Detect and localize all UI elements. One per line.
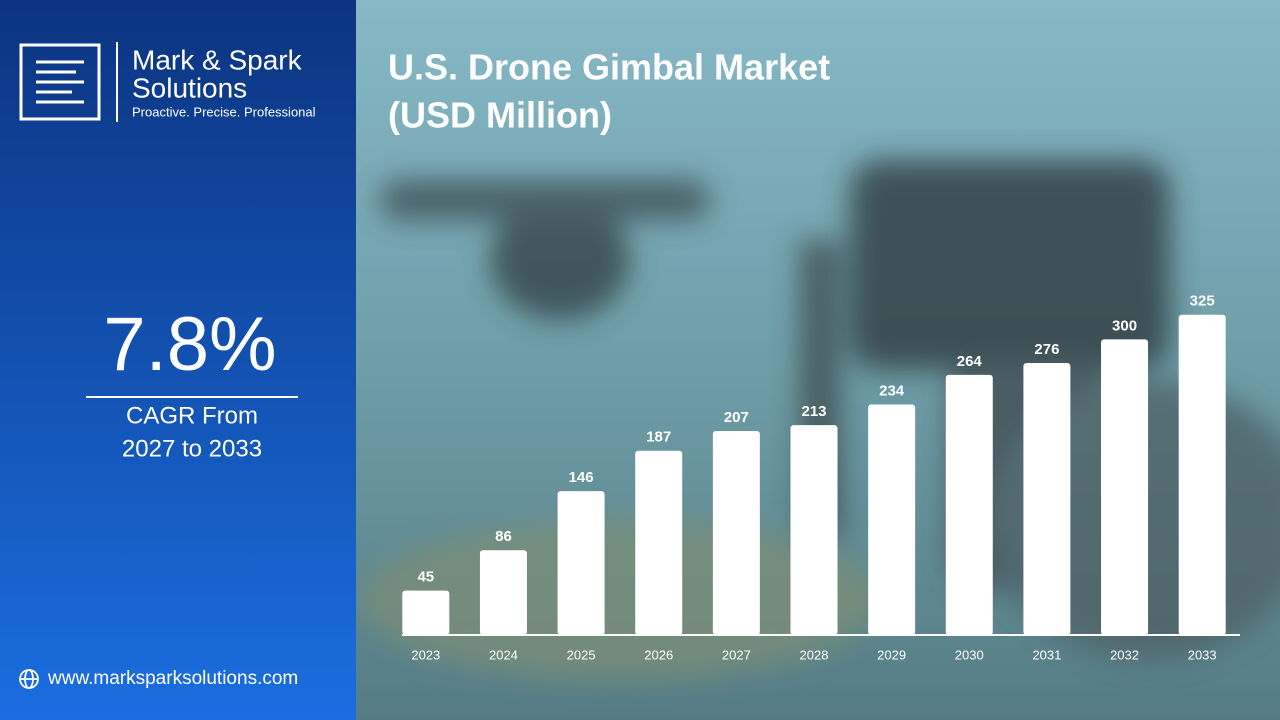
cagr-value: 7.8% (103, 302, 276, 387)
brand-name: Mark & Spark (132, 44, 303, 75)
bar (790, 425, 838, 635)
logo-lines (36, 60, 84, 104)
x-tick-label: 2023 (411, 647, 440, 662)
bar (479, 550, 527, 635)
chart-title: U.S. Drone Gimbal Market (388, 47, 830, 88)
cagr-label: 2027 to 2033 (122, 435, 262, 462)
globe-icon (19, 669, 39, 689)
bar (712, 431, 760, 635)
bar (1023, 363, 1071, 635)
x-tick-label: 2027 (722, 647, 751, 662)
logo-box (19, 43, 101, 121)
x-tick-label: 2030 (955, 647, 984, 662)
value-label: 300 (1112, 317, 1137, 334)
website[interactable]: www.marksparksolutions.com (47, 668, 298, 689)
x-tick-label: 2025 (567, 647, 596, 662)
bar (635, 450, 683, 635)
bar (557, 491, 605, 635)
x-tick-label: 2031 (1032, 647, 1061, 662)
x-tick-label: 2032 (1110, 647, 1139, 662)
value-label: 276 (1034, 341, 1059, 358)
chart-subtitle: (USD Million) (388, 95, 612, 136)
value-label: 146 (569, 469, 594, 486)
cagr-label: CAGR From (126, 402, 258, 429)
brand-tagline: Proactive. Precise. Professional (132, 104, 316, 119)
x-tick-label: 2029 (877, 647, 906, 662)
value-label: 45 (417, 569, 434, 586)
bar (945, 374, 993, 635)
value-label: 207 (724, 409, 749, 426)
value-label: 325 (1190, 293, 1215, 310)
bar (1178, 314, 1226, 635)
value-label: 187 (646, 429, 671, 446)
x-tick-label: 2026 (644, 647, 673, 662)
x-tick-label: 2024 (489, 647, 518, 662)
brand-name: Solutions (132, 72, 247, 103)
value-label: 234 (879, 382, 905, 399)
value-label: 86 (495, 528, 512, 545)
bar (402, 590, 450, 635)
x-tick-label: 2028 (800, 647, 829, 662)
bar (1101, 339, 1149, 635)
value-label: 213 (801, 403, 826, 420)
bar (868, 404, 916, 635)
x-tick-label: 2033 (1188, 647, 1217, 662)
value-label: 264 (957, 353, 983, 370)
